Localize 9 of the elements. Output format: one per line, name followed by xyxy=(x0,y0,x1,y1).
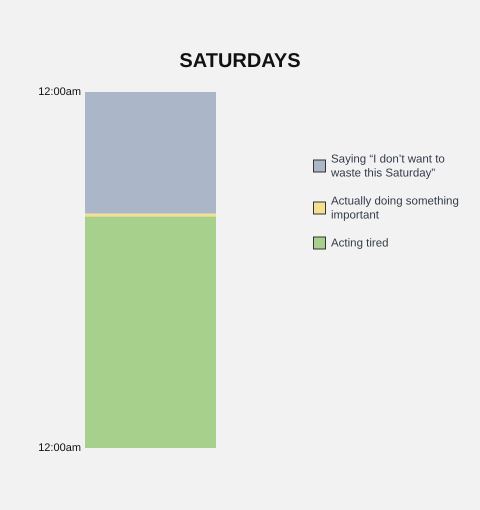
bar xyxy=(85,214,216,217)
text: Acting tired xyxy=(331,238,389,250)
legend-label: Saying “I don’t want to waste this Saturday” xyxy=(330,154,445,180)
y-tick-label: 12:00am xyxy=(38,86,81,98)
bar xyxy=(85,216,216,448)
bar xyxy=(85,92,216,214)
legend-label: Actually doing something important xyxy=(331,196,459,222)
chart-title: SATURDAYS xyxy=(179,50,301,72)
y-tick-label: 12:00am xyxy=(38,442,81,454)
